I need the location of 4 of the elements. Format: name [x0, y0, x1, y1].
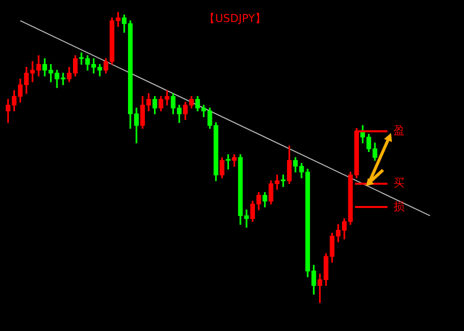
ref-line-label: 损 — [393, 200, 404, 213]
chart-title: 【USDJPY】 — [204, 12, 266, 25]
ref-line-label: 买 — [393, 176, 404, 190]
ref-line-label: 盈 — [393, 124, 404, 138]
